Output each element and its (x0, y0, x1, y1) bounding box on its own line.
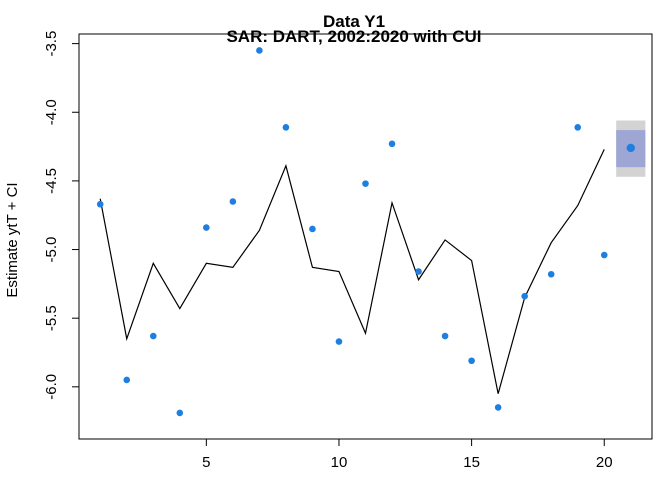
data-point (256, 47, 263, 54)
data-point (123, 376, 131, 384)
x-tick-label: 10 (331, 454, 348, 471)
y-tick-label: -5.5 (43, 305, 60, 331)
data-point (149, 332, 157, 340)
y-tick-label: -6.0 (43, 374, 60, 400)
y-axis-label: Estimate ytT + CI (4, 182, 21, 297)
data-point (574, 124, 582, 131)
observed-points (96, 47, 608, 417)
data-point (441, 332, 449, 340)
data-point (229, 198, 237, 205)
data-point (415, 268, 422, 275)
y-tick-label: -4.0 (43, 99, 60, 125)
plot-area (78, 33, 653, 440)
data-point (335, 338, 343, 345)
x-tick-label: 5 (202, 454, 210, 471)
y-tick-label: -5.0 (43, 237, 60, 263)
data-point (600, 251, 608, 259)
x-tick-label: 20 (596, 454, 613, 471)
x-tick-label: 15 (463, 454, 480, 471)
data-point (468, 357, 475, 365)
data-point (388, 140, 396, 148)
data-point (521, 292, 528, 300)
chart-subtitle: SAR: DART, 2002:2020 with CUI (226, 27, 481, 46)
chart-title: Data Y1 (323, 12, 385, 31)
data-point (282, 124, 290, 131)
forecast-point (626, 143, 635, 153)
y-axis: -6.0 -5.5 -5.0 -4.5 -4.0 -3.5 (43, 31, 80, 400)
data-point (176, 409, 184, 417)
forecast-point-group (626, 143, 635, 153)
data-point (362, 180, 369, 187)
y-tick-label: -3.5 (43, 31, 60, 57)
estimate-series-line (99, 149, 605, 394)
data-point (96, 200, 104, 208)
y-tick-label: -4.5 (43, 168, 60, 194)
estimate-line (99, 149, 605, 394)
data-point (494, 404, 502, 411)
data-point (309, 225, 316, 233)
x-axis: 5 10 15 20 (202, 438, 613, 471)
data-point (203, 224, 210, 231)
data-point (547, 270, 555, 278)
